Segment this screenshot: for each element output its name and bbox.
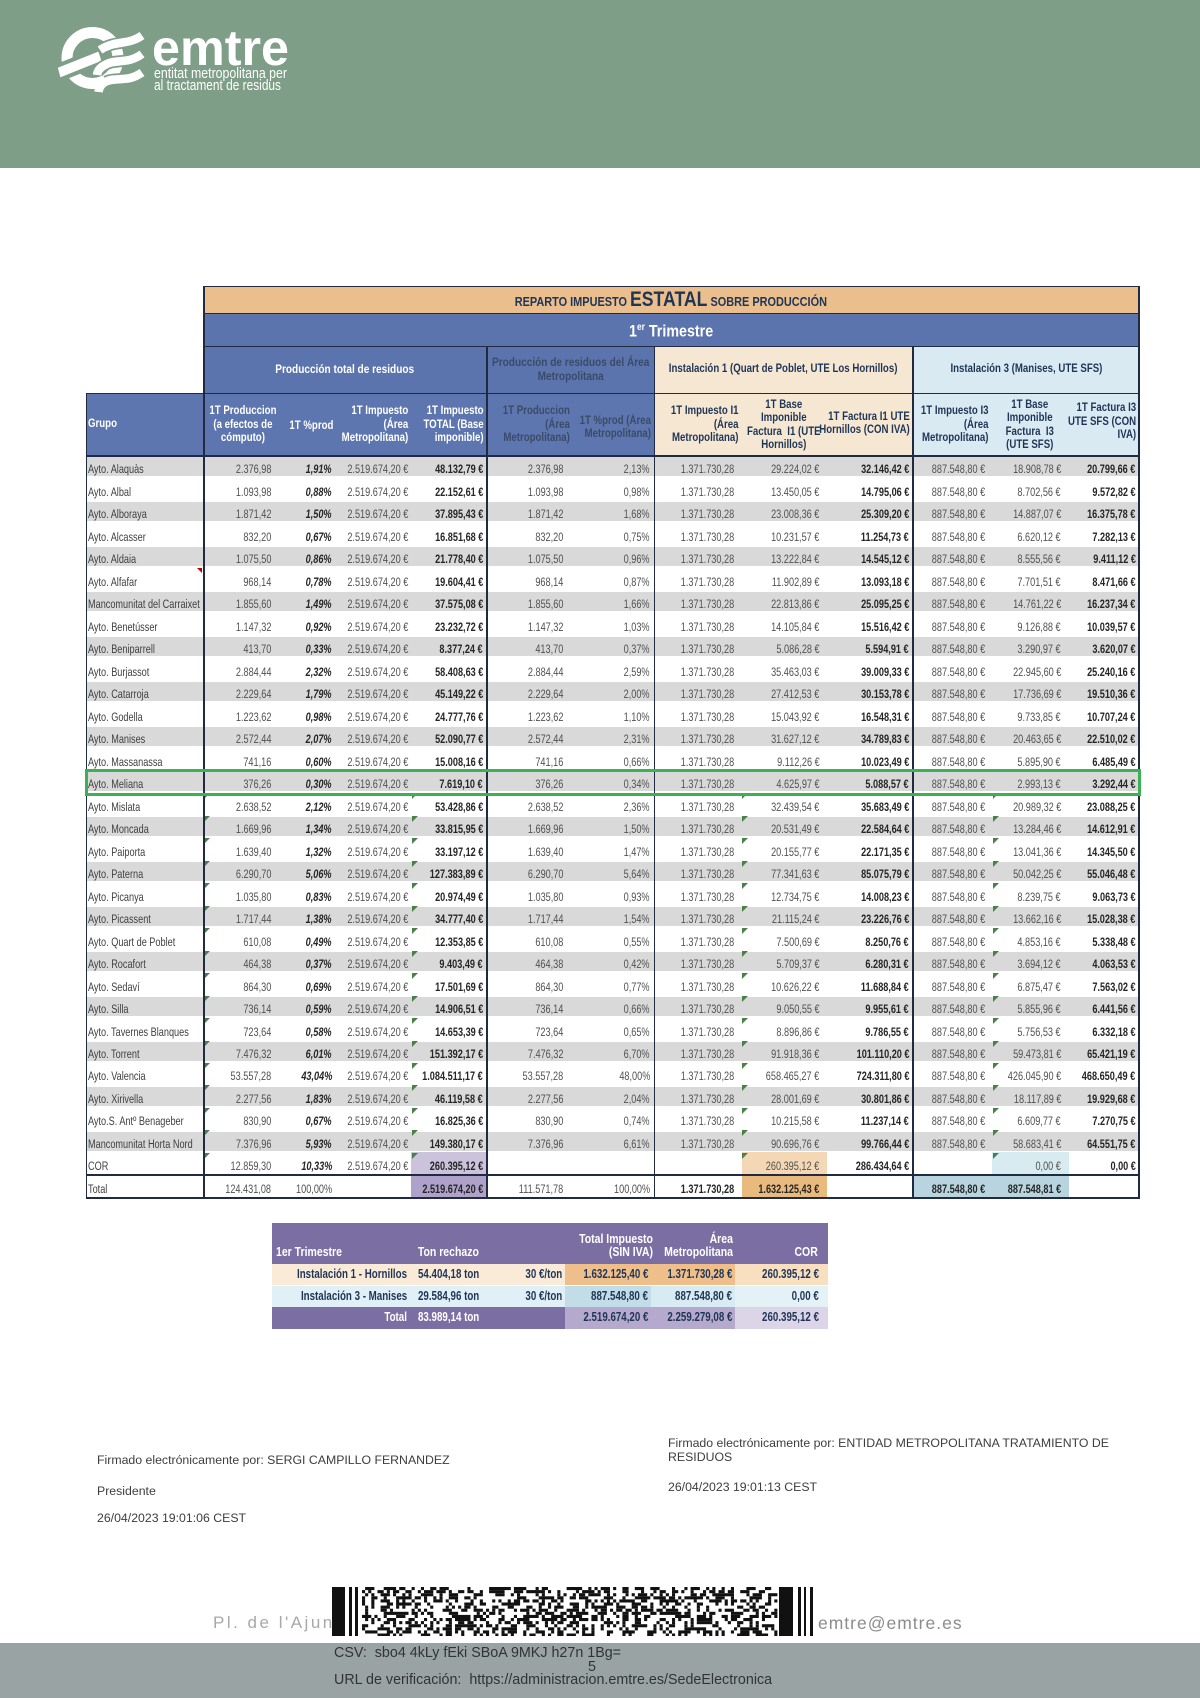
svg-text:emtre: emtre xyxy=(152,20,289,76)
svg-text:entitat metropolitana per: entitat metropolitana per xyxy=(154,65,287,82)
svg-text:al tractament de residus: al tractament de residus xyxy=(154,77,281,94)
